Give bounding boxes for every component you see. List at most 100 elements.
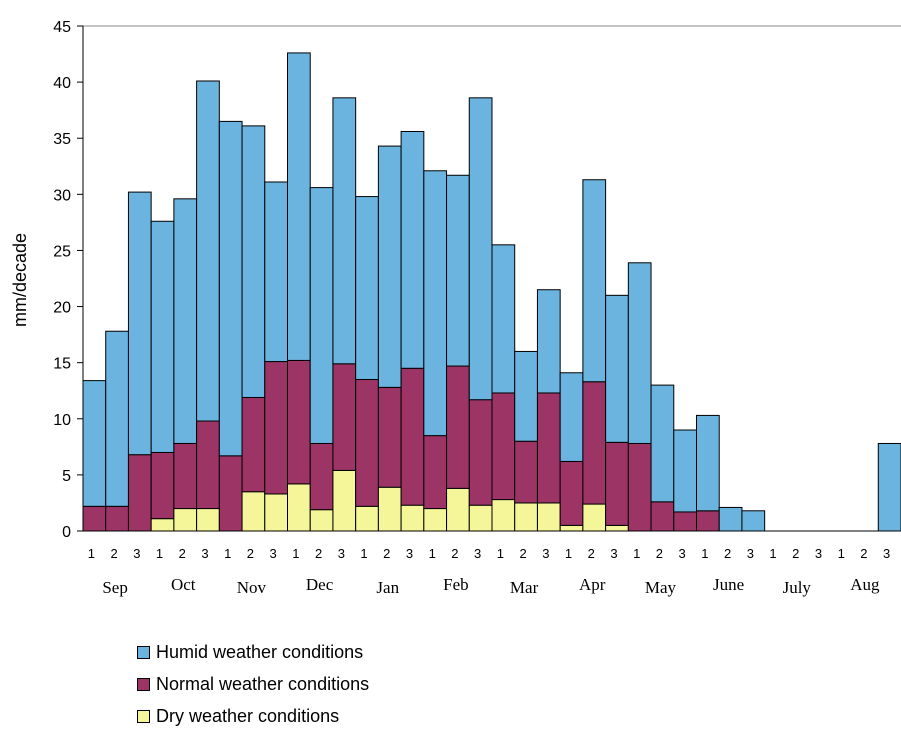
bar-humid-27 <box>696 414 720 512</box>
bar-humid-20 <box>536 289 561 394</box>
x-tick-label: 2 <box>451 546 458 561</box>
y-tick-label: 40 <box>53 75 71 92</box>
bar-dry-12 <box>355 505 379 532</box>
bar-dry-8 <box>264 493 288 532</box>
bar-normal-13 <box>377 386 402 488</box>
x-tick-label: 1 <box>88 546 95 561</box>
x-tick-label: 3 <box>542 546 549 561</box>
bar-normal-18 <box>491 392 516 501</box>
x-tick-label: 1 <box>292 546 299 561</box>
y-tick-label: 30 <box>53 187 71 204</box>
bar-dry-7 <box>241 491 266 532</box>
bar-humid-5 <box>196 80 220 422</box>
y-tick-label: 20 <box>53 300 71 317</box>
bar-normal-2 <box>127 454 152 532</box>
legend-item-dry: Dry weather conditions <box>137 700 369 732</box>
bar-normal-5 <box>196 420 220 510</box>
bar-normal-14 <box>400 367 425 506</box>
bar-dry-15 <box>423 508 448 532</box>
bar-humid-14 <box>400 130 425 369</box>
bar-dry-21 <box>559 524 584 532</box>
bar-humid-25 <box>650 384 675 503</box>
month-label: Feb <box>443 575 469 594</box>
x-tick-label: 2 <box>860 546 867 561</box>
bar-humid-6 <box>218 120 243 457</box>
x-tick-label: 2 <box>519 546 526 561</box>
x-tick-label: 3 <box>610 546 617 561</box>
month-label: Jan <box>376 578 399 597</box>
x-tick-label: 3 <box>815 546 822 561</box>
bar-normal-7 <box>241 396 266 493</box>
y-tick-label: 35 <box>53 131 71 148</box>
bar-normal-23 <box>605 441 629 526</box>
bar-dry-4 <box>173 508 198 532</box>
legend-label-dry: Dry weather conditions <box>156 705 340 726</box>
x-tick-label: 2 <box>588 546 595 561</box>
bar-dry-9 <box>287 483 311 532</box>
bar-humid-12 <box>355 196 379 380</box>
x-tick-label: 3 <box>270 546 277 561</box>
bar-dry-14 <box>400 504 425 532</box>
x-tick-label: 1 <box>156 546 163 561</box>
bar-dry-23 <box>605 524 629 532</box>
y-tick-label: 45 <box>53 19 71 36</box>
bar-humid-23 <box>605 294 629 443</box>
x-tick-label: 2 <box>315 546 322 561</box>
month-label: Apr <box>579 575 606 594</box>
x-tick-label: 1 <box>360 546 367 561</box>
bar-humid-21 <box>559 372 584 462</box>
y-tick-label: 5 <box>62 468 71 485</box>
bar-normal-27 <box>696 510 720 532</box>
legend-item-humid: Humid weather conditions <box>137 636 369 668</box>
bar-humid-2 <box>127 191 152 456</box>
bar-normal-19 <box>514 440 538 504</box>
bar-normal-0 <box>82 505 107 532</box>
bar-dry-17 <box>468 504 493 532</box>
x-tick-label: 1 <box>565 546 572 561</box>
bar-normal-1 <box>105 505 129 532</box>
x-tick-label: 1 <box>838 546 845 561</box>
bar-normal-25 <box>650 501 675 532</box>
month-label: Aug <box>850 575 880 594</box>
bar-dry-18 <box>491 499 516 532</box>
bar-humid-29 <box>741 510 766 532</box>
bar-dry-11 <box>332 469 357 532</box>
x-tick-label: 3 <box>133 546 140 561</box>
bar-humid-16 <box>446 174 470 367</box>
bar-humid-4 <box>173 198 198 444</box>
bar-dry-20 <box>536 502 561 532</box>
bar-normal-10 <box>309 442 334 511</box>
bar-dry-10 <box>309 509 334 532</box>
bar-normal-6 <box>218 455 243 532</box>
month-label: Sep <box>102 578 128 597</box>
y-tick-label: 10 <box>53 412 71 429</box>
x-tick-label: 3 <box>474 546 481 561</box>
month-label: June <box>713 575 744 594</box>
bar-humid-10 <box>309 187 334 444</box>
x-tick-label: 1 <box>224 546 231 561</box>
legend: Humid weather conditions Normal weather … <box>137 636 369 732</box>
bars-layer <box>82 52 901 532</box>
x-tick-label: 2 <box>179 546 186 561</box>
bar-normal-24 <box>627 442 652 532</box>
bar-normal-17 <box>468 399 493 506</box>
bar-humid-17 <box>468 97 493 401</box>
bar-normal-22 <box>582 381 607 505</box>
x-tick-label: 1 <box>701 546 708 561</box>
x-tick-label: 2 <box>656 546 663 561</box>
bar-humid-8 <box>264 181 288 363</box>
x-tick-label: 3 <box>201 546 208 561</box>
month-label: Mar <box>510 578 539 597</box>
bar-normal-3 <box>150 451 175 520</box>
y-tick-label: 0 <box>62 524 71 541</box>
bar-humid-13 <box>377 145 402 388</box>
bar-normal-20 <box>536 392 561 504</box>
bar-normal-11 <box>332 363 357 471</box>
bar-normal-15 <box>423 435 448 510</box>
x-tick-label: 2 <box>724 546 731 561</box>
bar-normal-8 <box>264 361 288 495</box>
x-tick-label: 2 <box>110 546 117 561</box>
month-label: July <box>783 578 812 597</box>
legend-swatch-humid <box>137 645 150 659</box>
